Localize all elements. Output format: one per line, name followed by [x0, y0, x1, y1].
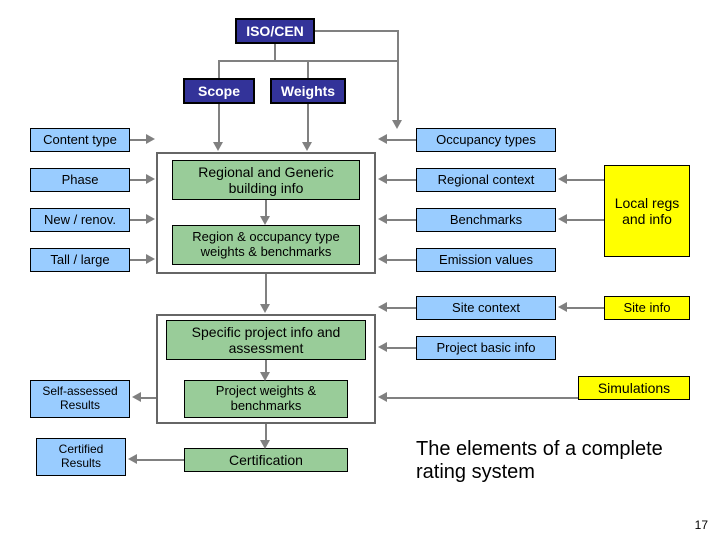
arrow-head [132, 392, 141, 402]
arrow-head [378, 254, 387, 264]
arrow-head [260, 304, 270, 313]
arrow-head [260, 440, 270, 449]
arrow-head [378, 342, 387, 352]
project-weights-box: Project weights & benchmarks [184, 380, 348, 418]
arrow-head [302, 142, 312, 151]
tall-large-box: Tall / large [30, 248, 130, 272]
arrow [386, 179, 416, 181]
arrow [566, 179, 604, 181]
arrow-head [213, 142, 223, 151]
arrow [386, 219, 416, 221]
site-context-box: Site context [416, 296, 556, 320]
arrow-head [378, 392, 387, 402]
arrow-head [146, 134, 155, 144]
arrow-head [378, 214, 387, 224]
arrow-head [260, 216, 270, 225]
occupancy-types-box: Occupancy types [416, 128, 556, 152]
regional-context-box: Regional context [416, 168, 556, 192]
self-assessed-box: Self-assessed Results [30, 380, 130, 418]
benchmarks-box: Benchmarks [416, 208, 556, 232]
phase-box: Phase [30, 168, 130, 192]
content-type-box: Content type [30, 128, 130, 152]
diagram-title: The elements of a complete rating system [416, 438, 676, 484]
arrow [386, 259, 416, 261]
arrow-head [558, 174, 567, 184]
arrow [140, 397, 156, 399]
arrow [386, 397, 578, 399]
emission-values-box: Emission values [416, 248, 556, 272]
certified-box: Certified Results [36, 438, 126, 476]
certification-box: Certification [184, 448, 348, 472]
arrow [386, 307, 416, 309]
arrow [397, 30, 399, 122]
simulations-box: Simulations [578, 376, 690, 400]
arrow-head [146, 254, 155, 264]
arrow-head [146, 214, 155, 224]
site-info-box: Site info [604, 296, 690, 320]
local-regs-box: Local regs and info [604, 165, 690, 257]
arrow-head [260, 372, 270, 381]
arrow-head [146, 174, 155, 184]
arrow [566, 307, 604, 309]
arrow-head [392, 120, 402, 129]
arrow-head [558, 214, 567, 224]
arrow [136, 459, 184, 461]
arrow [315, 30, 397, 32]
new-renov-box: New / renov. [30, 208, 130, 232]
arrow-head [378, 134, 387, 144]
arrow [566, 219, 604, 221]
region-weights-box: Region & occupancy type weights & benchm… [172, 225, 360, 265]
project-basic-box: Project basic info [416, 336, 556, 360]
isocen-box: ISO/CEN [235, 18, 315, 44]
arrow [386, 347, 416, 349]
page-number: 17 [695, 518, 708, 532]
specific-project-box: Specific project info and assessment [166, 320, 366, 360]
arrow [386, 139, 416, 141]
scope-box: Scope [183, 78, 255, 104]
arrow-head [558, 302, 567, 312]
arrow-head [378, 174, 387, 184]
conn-line [307, 60, 309, 78]
weights-box: Weights [270, 78, 346, 104]
arrow [307, 104, 309, 144]
arrow-head [128, 454, 137, 464]
arrow [218, 104, 220, 144]
arrow [265, 274, 267, 306]
regional-generic-box: Regional and Generic building info [172, 160, 360, 200]
conn-line [218, 60, 220, 78]
arrow-head [378, 302, 387, 312]
